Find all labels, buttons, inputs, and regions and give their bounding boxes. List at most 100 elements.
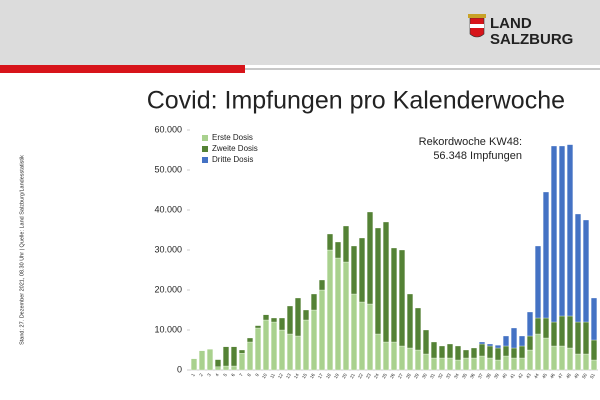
bar-segment <box>270 317 278 323</box>
bar-segment <box>294 297 302 337</box>
bar-segment <box>358 237 366 303</box>
legend-label: Dritte Dosis <box>212 155 253 164</box>
x-tick-label: 10 <box>261 372 268 379</box>
bar-segment <box>574 353 582 371</box>
x-tick-label: 21 <box>349 372 356 379</box>
x-tick-label: 42 <box>517 372 524 379</box>
bar-segment <box>542 337 550 371</box>
bar-segment <box>326 233 334 251</box>
bar-segment <box>206 349 214 371</box>
bar-segment <box>350 293 358 371</box>
bar-segment <box>246 341 254 371</box>
x-tick-label: 47 <box>557 372 564 379</box>
x-tick-label: 36 <box>469 372 476 379</box>
x-tick-label: 2 <box>198 372 204 377</box>
bar-segment <box>374 333 382 371</box>
bar-segment <box>502 335 510 347</box>
x-tick-label: 30 <box>421 372 428 379</box>
bar-segment <box>582 321 590 355</box>
bar-segment <box>550 345 558 371</box>
legend-label: Erste Dosis <box>212 133 253 142</box>
footnote: Stand: 27. Dezember 2021, 08.30 Uhr | Qu… <box>19 155 25 345</box>
bar-segment <box>462 349 470 359</box>
x-tick-label: 40 <box>501 372 508 379</box>
bar-segment <box>518 335 526 347</box>
x-tick-label: 15 <box>301 372 308 379</box>
y-tick-label: 50.000 <box>154 164 182 174</box>
x-tick-label: 26 <box>389 372 396 379</box>
bar-segment <box>478 355 486 371</box>
x-tick-label: 19 <box>333 372 340 379</box>
bar-segment <box>534 245 542 319</box>
bar-segment <box>542 317 550 339</box>
bar-segment <box>526 335 534 351</box>
bar-segment <box>526 349 534 371</box>
bar-segment <box>430 341 438 359</box>
x-tick-label: 31 <box>429 372 436 379</box>
bar-segment <box>430 357 438 371</box>
x-tick-label: 49 <box>573 372 580 379</box>
bar-segment <box>342 225 350 263</box>
x-tick-label: 14 <box>293 372 300 379</box>
logo <box>468 14 486 38</box>
bar-segment <box>486 343 494 347</box>
bar-segment <box>574 213 582 323</box>
bar-segment <box>334 257 342 371</box>
bar-segment <box>446 357 454 371</box>
x-tick-label: 23 <box>365 372 372 379</box>
bar-segment <box>286 333 294 371</box>
legend-swatch <box>202 135 208 141</box>
y-tick-label: 40.000 <box>154 204 182 214</box>
bar-segment <box>582 219 590 323</box>
bar-segment <box>558 345 566 371</box>
bar-segment <box>238 353 246 371</box>
bar-segment <box>310 309 318 371</box>
bar-segment <box>318 289 326 371</box>
bar-segment <box>270 321 278 371</box>
x-tick-label: 16 <box>309 372 316 379</box>
x-tick-label: 8 <box>246 372 252 377</box>
x-tick-label: 24 <box>373 372 380 379</box>
bar-segment <box>542 191 550 319</box>
y-tick-label: 10.000 <box>154 324 182 334</box>
bar-segment <box>534 317 542 335</box>
y-tick-label: 20.000 <box>154 284 182 294</box>
bar-segment <box>358 301 366 371</box>
bar-segment <box>406 347 414 371</box>
bar-segment <box>254 325 262 329</box>
bar-segment <box>278 329 286 371</box>
bar-segment <box>318 279 326 291</box>
bar-segment <box>366 211 374 305</box>
y-tick-label: 30.000 <box>154 244 182 254</box>
x-tick-label: 20 <box>341 372 348 379</box>
bar-segment <box>566 144 574 317</box>
bar-segment <box>246 337 254 343</box>
bar-segment <box>558 145 566 317</box>
x-tick-label: 51 <box>589 372 596 379</box>
bar-segment <box>510 357 518 371</box>
bar-segment <box>454 359 462 371</box>
bar-segment <box>534 333 542 371</box>
x-tick-label: 11 <box>269 372 276 379</box>
bar-segment <box>422 353 430 371</box>
x-tick-label: 45 <box>541 372 548 379</box>
bar-segment <box>494 359 502 371</box>
bar-segment <box>374 227 382 335</box>
x-tick-label: 50 <box>581 372 588 379</box>
bar-segment <box>502 355 510 371</box>
bar-segment <box>230 365 238 371</box>
gray-stripe <box>245 68 600 70</box>
bar-segment <box>590 339 598 361</box>
bar-segment <box>390 247 398 343</box>
x-tick-label: 44 <box>533 372 540 379</box>
bar-segment <box>478 343 486 357</box>
x-tick-label: 13 <box>285 372 292 379</box>
bar-segment <box>550 321 558 347</box>
logo-bottom: SALZBURG <box>490 31 573 48</box>
bar-segment <box>398 345 406 371</box>
x-tick-label: 9 <box>254 372 260 377</box>
x-tick-label: 29 <box>413 372 420 379</box>
bar-segment <box>486 345 494 359</box>
x-tick-label: 1 <box>190 372 196 377</box>
bar-segment <box>278 317 286 331</box>
